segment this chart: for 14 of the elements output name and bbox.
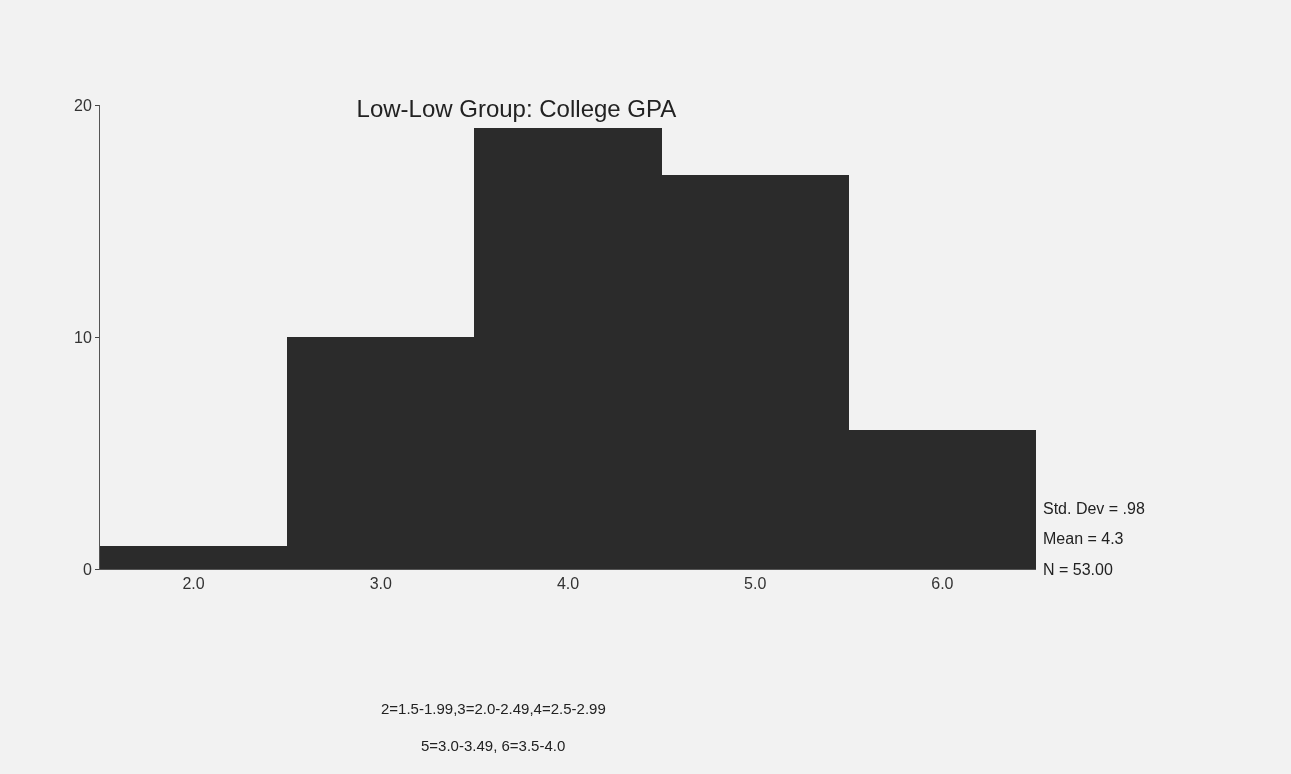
y-tick-label: 20 [74,96,92,114]
x-tick-label: 3.0 [369,575,393,593]
y-tick-label: 0 [82,560,92,578]
chart-title: Low-Low Group: College GPA [356,95,677,123]
text: N = 53.00 [1043,561,1113,578]
x-tick-label: 6.0 [931,575,954,593]
x-tick-label: 5.0 [744,575,767,593]
text: 2=1.5-1.99,3=2.0-2.49,4=2.5-2.99 [381,700,606,717]
x-tick-label: 4.0 [556,575,580,593]
y-tick-label: 10 [74,328,92,346]
text: Mean = 4.3 [1043,530,1124,547]
x-tick-label: 2.0 [182,575,205,593]
text: Std. Dev = .98 [1043,500,1145,517]
text: 5=3.0-3.49, 6=3.5-4.0 [421,737,566,754]
